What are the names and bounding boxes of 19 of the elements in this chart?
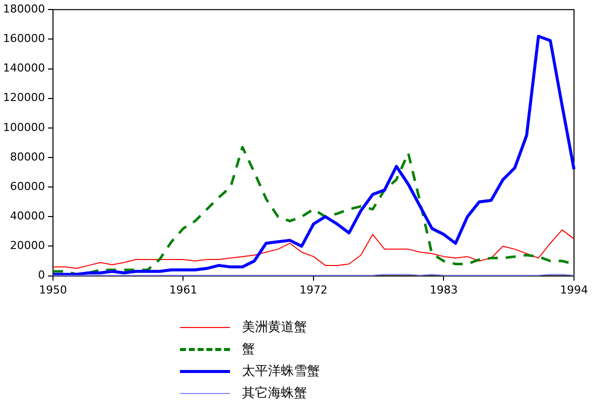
x-tick-label: 1972 xyxy=(299,283,328,296)
x-tick-label: 1994 xyxy=(560,283,588,296)
y-tick-label: 180000 xyxy=(2,2,45,16)
y-tick-label: 100000 xyxy=(2,120,45,134)
x-tick-label: 1983 xyxy=(430,283,458,296)
y-tick-label: 40000 xyxy=(10,210,45,223)
x-tick-label: 1961 xyxy=(169,283,198,296)
y-tick-label: 160000 xyxy=(2,32,45,46)
y-tick-label: 20000 xyxy=(10,239,45,252)
y-tick-label: 140000 xyxy=(2,62,45,75)
legend-label: 美洲黄道蟹 xyxy=(242,319,307,336)
legend-label: 太平洋蛛雪蟹 xyxy=(242,363,320,380)
y-tick-label: 60000 xyxy=(10,180,45,193)
y-tick-label: 80000 xyxy=(10,150,45,164)
y-tick-label: 120000 xyxy=(2,91,45,104)
x-tick-label: 1950 xyxy=(38,283,67,296)
y-tick-label: 0 xyxy=(38,268,45,282)
legend-label: 其它海蛛蟹 xyxy=(242,385,307,402)
legend-label: 蟹 xyxy=(242,341,255,358)
